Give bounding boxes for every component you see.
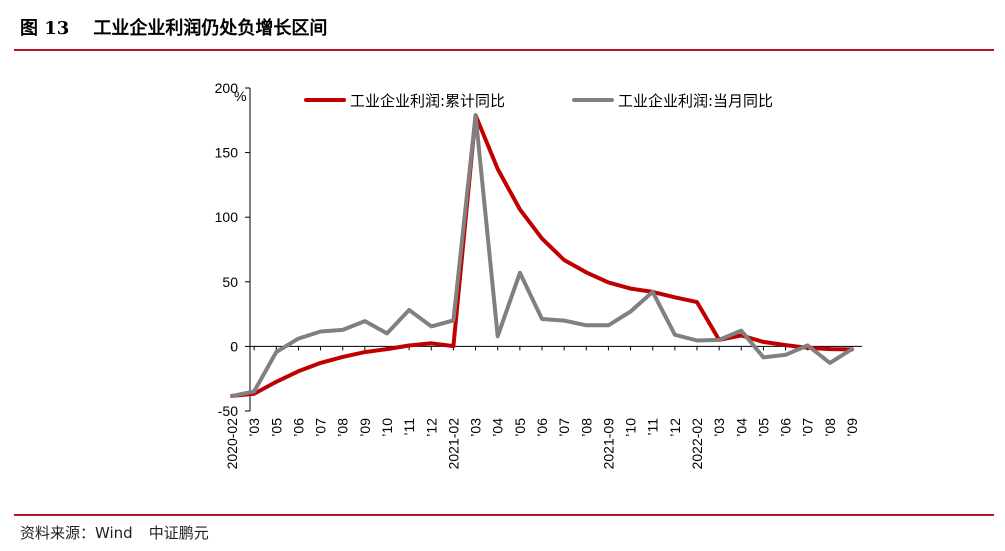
y-tick-label: 150: [215, 145, 239, 161]
figure-number: 图 13: [20, 18, 70, 39]
x-tick-label: ’04: [490, 418, 506, 437]
bottom-divider: [14, 514, 994, 516]
top-divider: [14, 49, 994, 51]
x-tick-label: ’11: [645, 418, 661, 436]
y-tick-label: -50: [218, 403, 238, 419]
x-tick-label: 2020-02: [224, 418, 240, 470]
series-line-monthly: [230, 113, 854, 398]
x-tick-label: ’08: [822, 418, 838, 437]
x-tick-label: ’06: [290, 418, 306, 437]
x-tick-label: ’07: [800, 418, 816, 437]
x-tick-label: ’03: [468, 418, 484, 437]
x-tick-label: ’12: [423, 418, 439, 437]
x-tick-label: ’05: [512, 418, 528, 437]
y-unit-label: %: [234, 88, 246, 104]
chart-title: 图 13 工业企业利润仍处负增长区间: [20, 14, 327, 40]
x-tick-label: ’06: [778, 418, 794, 437]
x-tick-label: ’10: [623, 418, 639, 437]
x-tick-label: ’06: [534, 418, 550, 437]
source-note: 资料来源：Wind 中证鹏元: [20, 522, 209, 543]
x-tick-label: ’03: [711, 418, 727, 437]
x-tick-label: ’09: [357, 418, 373, 437]
x-tick-label: 2021-09: [600, 418, 616, 470]
x-tick-label: 2021-02: [445, 418, 461, 470]
x-tick-label: ’08: [578, 418, 594, 437]
x-tick-label: 2022-02: [689, 418, 705, 470]
x-tick-label: ’08: [335, 418, 351, 437]
x-tick-label: ’10: [379, 418, 395, 437]
x-tick-label: ’07: [556, 418, 572, 437]
y-tick-label: 0: [230, 338, 238, 354]
figure-title: 工业企业利润仍处负增长区间: [93, 18, 328, 39]
x-tick-label: ’07: [313, 418, 329, 437]
x-tick-label: ’12: [667, 418, 683, 437]
x-tick-label: ’04: [733, 418, 749, 437]
y-tick-label: 200: [215, 80, 239, 96]
x-tick-label: ’05: [268, 418, 284, 437]
x-tick-label: ’03: [246, 418, 262, 437]
y-tick-label: 100: [215, 209, 239, 225]
x-tick-label: ’05: [755, 418, 771, 437]
line-chart: -50 0 50 100 150 200% 2020-02 ’03 ’05 ’06 ’07 ’08 ’0…: [215, 80, 862, 470]
x-tick-label: ’11: [401, 418, 417, 436]
legend-label: 工业企业利润:当月同比: [618, 92, 773, 110]
legend-label: 工业企业利润:累计同比: [350, 92, 505, 110]
source-label: 资料来源：Wind: [20, 524, 133, 542]
y-tick-label: 50: [222, 274, 238, 290]
x-tick-label: ’09: [844, 418, 860, 437]
brand-name: 中证鹏元: [148, 524, 209, 542]
